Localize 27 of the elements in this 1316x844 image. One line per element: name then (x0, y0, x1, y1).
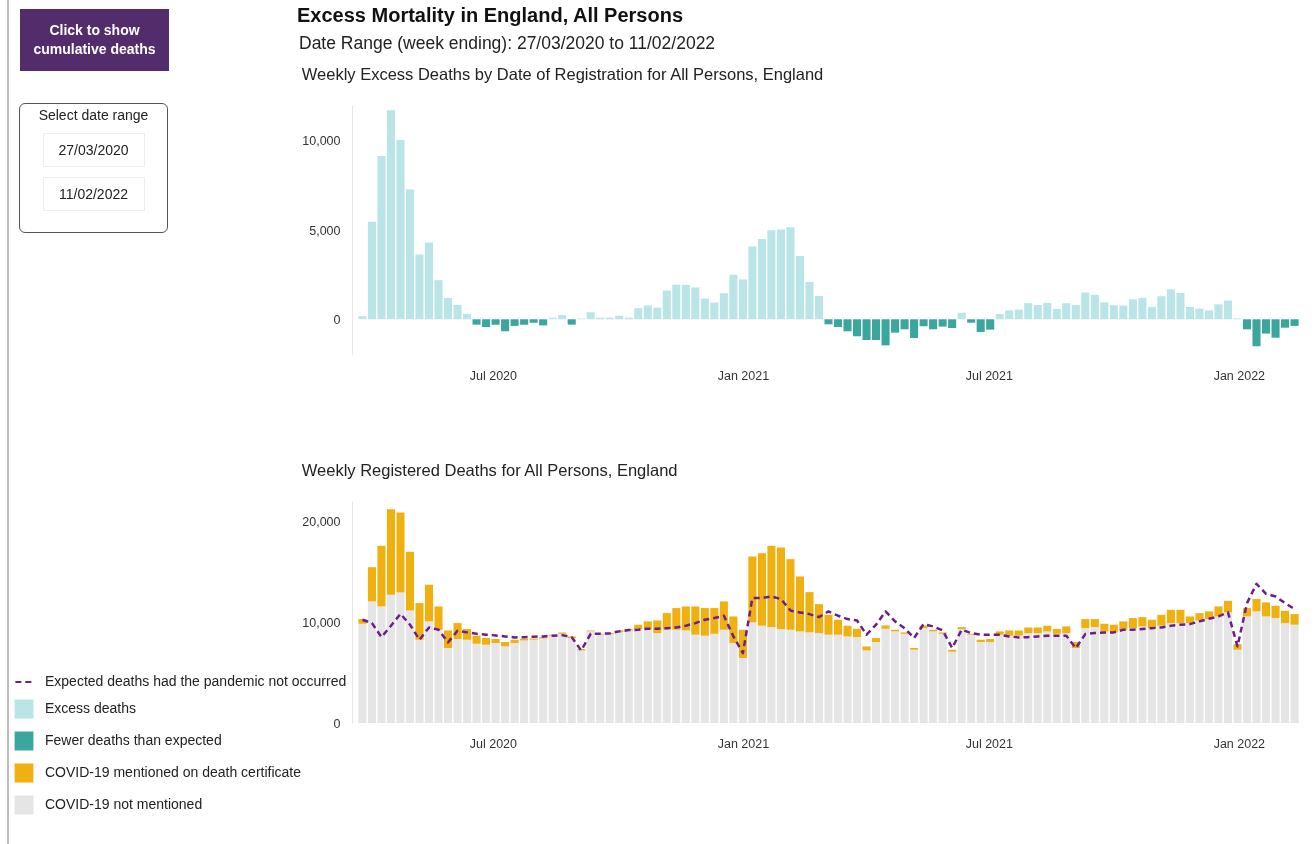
x-tick-label: Jan 2022 (1213, 368, 1266, 383)
y-tick-label: 5,000 (309, 223, 341, 238)
x-tick-label: Jan 2021 (717, 368, 770, 383)
legend-label: COVID-19 not mentioned (45, 796, 203, 812)
text: Weekly Excess Deaths by Date of Registration for All Persons, England (301, 64, 824, 83)
y-tick-label: 10,000 (302, 615, 341, 630)
chart-subtitle: Date Range (week ending): 27/03/2020 to 11/02/2022 (299, 33, 716, 54)
date-range-box: Select date range 27/03/2020 11/02/2022 (19, 103, 168, 233)
x-tick-label: Jul 2020 (469, 736, 518, 751)
legend-label: Expected deaths had the pandemic not occurred (45, 673, 347, 689)
legend-label: COVID-19 mentioned on death certificate (45, 764, 302, 780)
date-field: 27/03/2020 (42, 133, 145, 167)
date-field: 11/02/2022 (42, 177, 145, 211)
y-tick-label: 20,000 (302, 514, 341, 529)
x-tick-label: Jul 2020 (469, 368, 518, 383)
x-tick-label: Jan 2021 (717, 736, 770, 751)
chart-title: Weekly Registered Deaths for All Persons, England (301, 460, 678, 479)
x-tick-label: Jan 2022 (1213, 736, 1266, 751)
x-tick-label: Jul 2021 (965, 736, 1014, 751)
legend-label: Fewer deaths than expected (45, 732, 222, 748)
button: Click to show cumulative deaths (20, 9, 169, 71)
y-tick-label: 0 (333, 312, 341, 327)
y-tick-label: 10,000 (302, 134, 341, 149)
chart-title: Excess Mortality in England, All Persons (297, 4, 684, 27)
legend-label: Excess deaths (45, 700, 137, 716)
y-tick-label: 0 (333, 716, 341, 731)
x-tick-label: Jul 2021 (965, 368, 1014, 383)
